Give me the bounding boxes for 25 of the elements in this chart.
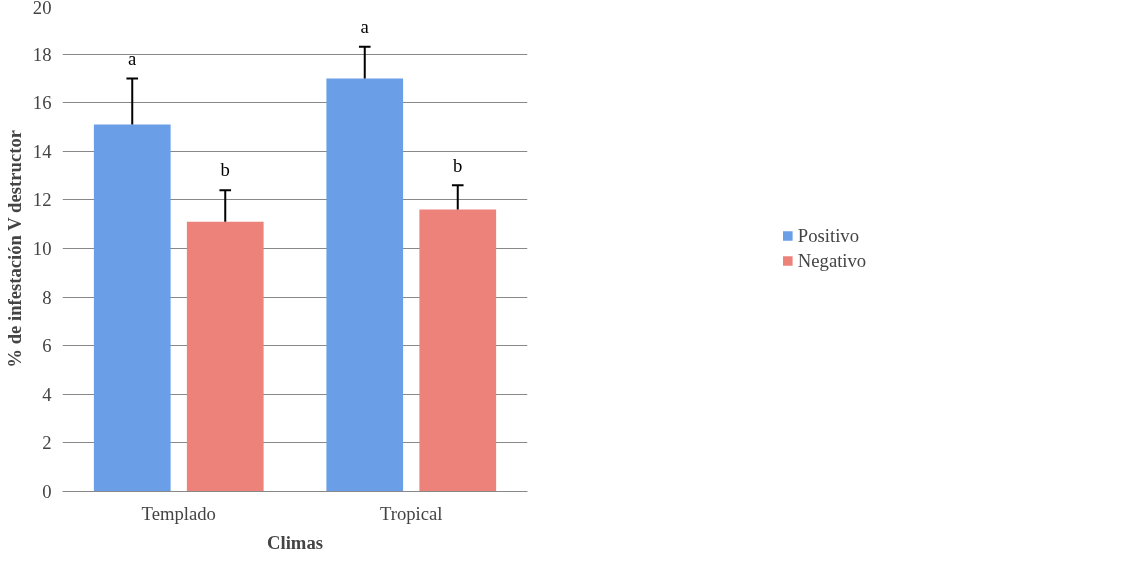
x-tick-label: Templado: [141, 502, 216, 524]
y-tick-label: 18: [32, 43, 52, 65]
x-axis-title: Climas: [267, 531, 323, 553]
y-tick-label: 16: [32, 92, 52, 114]
y-tick-label: 0: [42, 481, 52, 502]
annotation: b: [220, 159, 230, 181]
bar: [186, 221, 264, 492]
annotation: b: [453, 154, 463, 176]
y-tick-label: 2: [42, 432, 52, 454]
y-tick-label: 8: [42, 286, 52, 308]
legend-label: Negativo: [797, 249, 867, 272]
y-axis-title: % de infestación V destructor: [3, 129, 25, 368]
y-tick-label: 14: [32, 140, 53, 162]
y-tick-label: 12: [32, 189, 52, 211]
y-tick-label: 20: [32, 0, 52, 18]
annotation: a: [128, 47, 138, 69]
x-tick-label: Tropical: [379, 502, 443, 524]
bar: [419, 209, 497, 492]
y-tick-label: 6: [42, 335, 52, 357]
bar: [93, 124, 171, 492]
legend-label: Positivo: [797, 224, 859, 247]
annotation: a: [360, 16, 370, 38]
y-tick-label: 4: [42, 383, 53, 405]
bar: [326, 78, 404, 492]
y-tick-label: 10: [32, 238, 52, 259]
